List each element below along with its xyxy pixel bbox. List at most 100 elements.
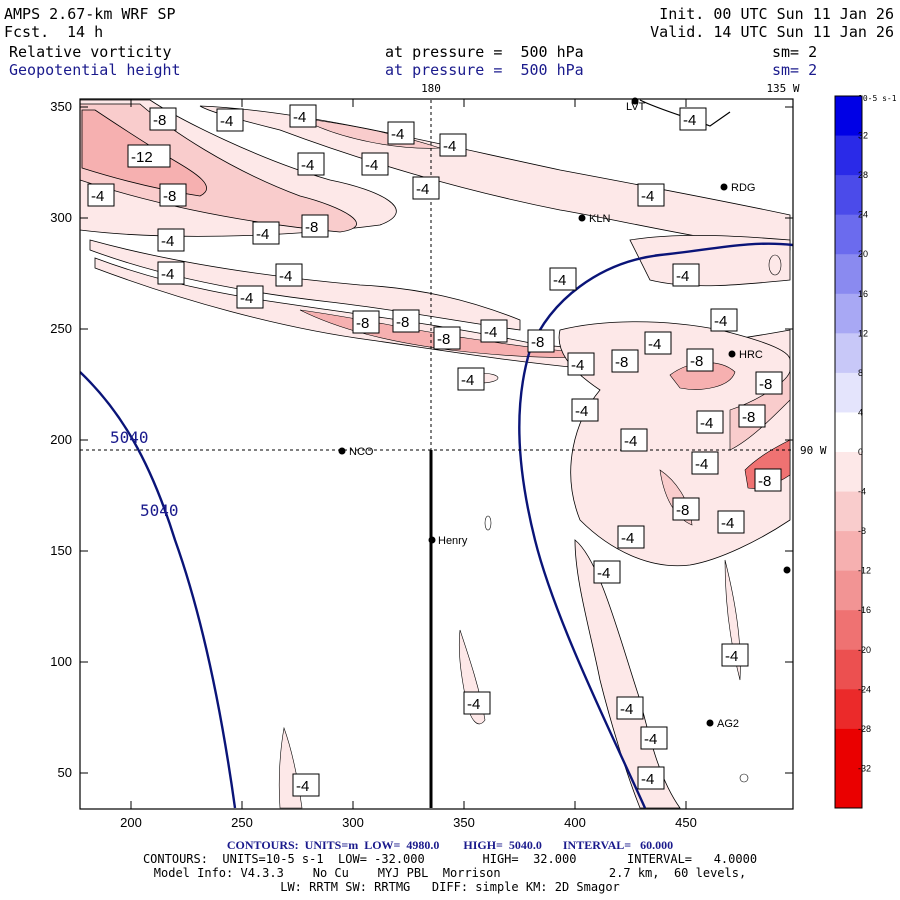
svg-text:-4: -4 [256, 226, 269, 243]
svg-text:-4: -4 [293, 109, 306, 126]
svg-text:-4: -4 [644, 731, 657, 748]
height-label: 5040 [110, 428, 149, 447]
colorbar-label: 16 [858, 289, 868, 299]
svg-text:-4: -4 [620, 701, 633, 718]
colorbar-label: -12 [858, 566, 871, 576]
x-tick-label: 200 [120, 815, 142, 830]
forecast-hour: 14 h [67, 23, 104, 41]
x-tick-label: 250 [231, 815, 253, 830]
longitude-135w-label: 135 W [766, 82, 799, 95]
label-box: -4 [571, 398, 599, 422]
footer-height-contours: CONTOURS: UNITS=m LOW= 4980.0 HIGH= 5040… [226, 838, 674, 852]
label-box: -4 [617, 525, 645, 549]
pressure-level-1: at pressure = 500 hPa [385, 43, 584, 61]
longitude-90w-label: 90 W [800, 444, 827, 457]
svg-text:-4: -4 [641, 771, 654, 788]
label-box: -4 [387, 121, 415, 145]
svg-text:-4: -4 [161, 233, 174, 250]
label-box: -4 [480, 319, 508, 343]
svg-text:-4: -4 [161, 266, 174, 283]
station-marker [428, 536, 436, 544]
label-box: -8 [392, 309, 420, 333]
label-box: -4 [593, 560, 621, 584]
svg-text:-8: -8 [615, 354, 628, 371]
label-box: -4 [567, 352, 595, 376]
svg-text:-4: -4 [714, 313, 727, 330]
y-tick-label: 50 [58, 765, 72, 780]
svg-text:-8: -8 [531, 334, 544, 351]
svg-text:-4: -4 [683, 112, 696, 129]
colorbar-cell [835, 570, 862, 611]
svg-text:-8: -8 [356, 315, 369, 332]
svg-text:-8: -8 [305, 219, 318, 236]
y-tick-label: 300 [50, 210, 72, 225]
smoothing-1: sm= 2 [772, 43, 818, 61]
label-box: -8 [527, 329, 555, 353]
label-box: -4 [637, 766, 665, 790]
label-box: -4 [289, 104, 317, 128]
label-box: -4 [620, 428, 648, 452]
svg-text:-4: -4 [721, 515, 734, 532]
svg-text:-4: -4 [279, 268, 292, 285]
longitude-180-label: 180 [421, 82, 441, 95]
colorbar-label: 28 [858, 170, 868, 180]
x-tick-label: 400 [564, 815, 586, 830]
y-tick-label: 200 [50, 432, 72, 447]
svg-text:-4: -4 [621, 530, 634, 547]
colorbar-cell [835, 610, 862, 651]
svg-text:-4: -4 [484, 324, 497, 341]
label-box: -4 [292, 773, 320, 797]
station-marker [720, 183, 728, 191]
colorbar-label: -32 [858, 763, 871, 773]
label-box: -4 [637, 183, 665, 207]
label-box: -4 [691, 451, 719, 475]
colorbar-cell [835, 372, 862, 413]
colorbar-label: 8 [858, 368, 863, 378]
svg-text:-4: -4 [296, 778, 309, 795]
colorbar-label: 24 [858, 210, 868, 220]
colorbar-cell [835, 254, 862, 295]
svg-text:-8: -8 [742, 409, 755, 426]
svg-text:-4: -4 [641, 188, 654, 205]
footer-vorticity-contours: CONTOURS: UNITS=10-5 s-1 LOW= -32.000 HI… [142, 852, 758, 866]
label-box: -4 [275, 263, 303, 287]
colorbar-cell [835, 96, 862, 137]
height-contour-5040-east [518, 242, 793, 809]
label-box: -4 [157, 228, 185, 252]
valid-time: Valid. 14 UTC Sun 11 Jan 26 [650, 23, 894, 41]
colorbar-unit: 10-5 s-1 [858, 94, 897, 103]
label-box: -4 [710, 308, 738, 332]
svg-text:-4: -4 [301, 157, 314, 174]
svg-text:-4: -4 [725, 648, 738, 665]
smoothing-2: sm= 2 [772, 61, 818, 79]
label-box: -8 [301, 214, 329, 238]
label-box: -4 [463, 691, 491, 715]
label-box: -4 [717, 510, 745, 534]
colorbar-cell [835, 689, 862, 730]
y-axis-labels: 350 300 250 200 150 100 50 [50, 99, 72, 780]
colorbar-label: -24 [858, 684, 871, 694]
vorticity-area [768, 254, 782, 276]
svg-text:-4: -4 [467, 696, 480, 713]
colorbar-cell [835, 491, 862, 532]
label-box: -8 [672, 497, 700, 521]
label-box: -4 [87, 183, 115, 207]
label-box: -4 [216, 108, 244, 132]
colorbar-label: -8 [858, 526, 866, 536]
pressure-level-2: at pressure = 500 hPa [385, 61, 584, 79]
label-box: -4 [157, 261, 185, 285]
colorbar-label: -16 [858, 605, 871, 615]
svg-text:-4: -4 [676, 268, 689, 285]
label-box: -4 [640, 726, 668, 750]
svg-text:-4: -4 [575, 403, 588, 420]
init-time: Init. 00 UTC Sun 11 Jan 26 [659, 5, 894, 23]
svg-text:-4: -4 [91, 188, 104, 205]
label-box: -4 [236, 285, 264, 309]
colorbar-label: -4 [858, 487, 866, 497]
label-box: -8 [159, 183, 187, 207]
colorbar-cell [835, 333, 862, 374]
x-axis-labels: 200 250 300 350 400 450 [120, 815, 697, 830]
label-box: -4 [361, 152, 389, 176]
colorbar-label: 4 [858, 407, 863, 417]
